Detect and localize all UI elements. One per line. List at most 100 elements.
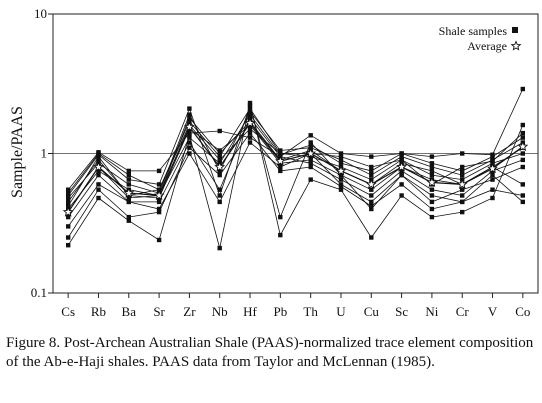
sample-point xyxy=(187,112,192,117)
sample-point xyxy=(429,161,435,166)
sample-point xyxy=(156,187,162,192)
sample-point xyxy=(126,199,131,205)
sample-point xyxy=(429,199,435,205)
sample-point xyxy=(217,172,222,178)
sample-point xyxy=(308,161,313,166)
sample-point xyxy=(217,154,222,159)
sample-point xyxy=(66,190,71,196)
sample-point xyxy=(369,164,374,170)
sample-series-line xyxy=(67,88,524,190)
sample-series-line xyxy=(67,132,523,238)
sample-point xyxy=(156,237,162,243)
sample-series-line xyxy=(67,110,523,199)
sample-point xyxy=(520,157,525,163)
sample-point xyxy=(187,130,192,136)
sample-point xyxy=(126,177,131,182)
sample-point xyxy=(429,206,435,212)
sample-point xyxy=(217,128,222,134)
sample-point xyxy=(96,154,101,159)
sample-point xyxy=(308,133,313,138)
legend-square-marker-icon xyxy=(512,27,518,33)
x-tick-label-sc: Sc xyxy=(395,304,408,319)
sample-point xyxy=(308,177,313,182)
average-point xyxy=(62,206,74,217)
sample-point xyxy=(217,199,222,205)
legend-label-shale-samples: Shale samples xyxy=(439,24,508,38)
sample-point xyxy=(460,193,465,198)
average-point xyxy=(123,187,135,198)
average-point xyxy=(426,176,438,188)
sample-point xyxy=(338,161,344,166)
sample-point xyxy=(369,199,374,205)
sample-point xyxy=(187,133,192,138)
sample-point xyxy=(308,142,313,148)
sample-point xyxy=(217,245,222,251)
average-point xyxy=(365,178,377,190)
sample-point xyxy=(369,206,374,212)
trace-element-chart: 0.1 1 10 Cs Rb Ba Sr Zr Nb Hf Pb Th U Cu Sc Ni Cr V Co Sa… xyxy=(9,6,539,319)
sample-point xyxy=(217,151,222,156)
sample-series-line xyxy=(67,102,524,249)
sample-point xyxy=(156,182,162,187)
x-tick-label-cs: Cs xyxy=(61,304,75,319)
sample-point xyxy=(429,168,435,174)
sample-point xyxy=(399,157,404,163)
sample-point xyxy=(369,193,374,198)
sample-point xyxy=(520,199,525,205)
sample-point xyxy=(399,193,404,198)
sample-point xyxy=(247,100,253,106)
sample-point xyxy=(96,151,101,156)
y-axis-title: Sample/PAAS xyxy=(9,106,26,198)
sample-point xyxy=(156,199,162,205)
x-tick-label-cu: Cu xyxy=(364,304,380,319)
average-point xyxy=(275,155,286,166)
sample-point xyxy=(490,177,495,182)
sample-point xyxy=(490,172,495,178)
sample-point xyxy=(429,154,435,159)
x-tick-label-zr: Zr xyxy=(183,304,196,319)
sample-series-line xyxy=(67,117,524,210)
sample-point xyxy=(278,232,283,238)
x-tick-label-ni: Ni xyxy=(425,304,438,319)
sample-point xyxy=(338,154,344,159)
sample-point xyxy=(460,172,465,178)
sample-point xyxy=(399,182,404,187)
sample-point xyxy=(156,206,162,212)
sample-point xyxy=(66,224,71,229)
sample-point xyxy=(66,203,71,209)
sample-point xyxy=(247,135,253,140)
sample-point xyxy=(338,187,344,192)
legend: Shale samples Average xyxy=(439,24,522,53)
figure-caption: Figure 8. Post-Archean Australian Shale … xyxy=(6,335,534,370)
sample-point xyxy=(460,151,465,156)
sample-series-line xyxy=(67,113,524,213)
sample-point xyxy=(490,159,495,164)
sample-point xyxy=(247,112,253,117)
sample-point xyxy=(338,151,344,156)
sample-point xyxy=(126,214,131,220)
sample-point xyxy=(278,148,283,153)
average-point xyxy=(183,121,195,132)
sample-point xyxy=(96,172,101,178)
x-tick-label-co: Co xyxy=(515,304,530,319)
sample-point xyxy=(490,195,495,201)
sample-point xyxy=(187,151,192,156)
sample-point xyxy=(247,103,253,108)
series-layer xyxy=(66,86,525,251)
average-series-line xyxy=(67,122,524,213)
sample-point xyxy=(247,106,253,111)
x-axis: Cs Rb Ba Sr Zr Nb Hf Pb Th U Cu Sc Ni Cr V Co xyxy=(61,293,530,319)
sample-point xyxy=(66,187,71,192)
sample-point xyxy=(460,199,465,205)
sample-point xyxy=(399,168,404,174)
sample-point xyxy=(96,157,101,163)
sample-point xyxy=(96,168,101,174)
sample-point xyxy=(460,187,465,192)
sample-point xyxy=(278,214,283,220)
y-tick-label: 0.1 xyxy=(31,285,47,300)
average-point xyxy=(153,189,165,201)
sample-point xyxy=(369,172,374,178)
legend-star-marker-icon xyxy=(510,40,522,51)
sample-point xyxy=(66,199,71,205)
sample-point xyxy=(520,122,525,128)
